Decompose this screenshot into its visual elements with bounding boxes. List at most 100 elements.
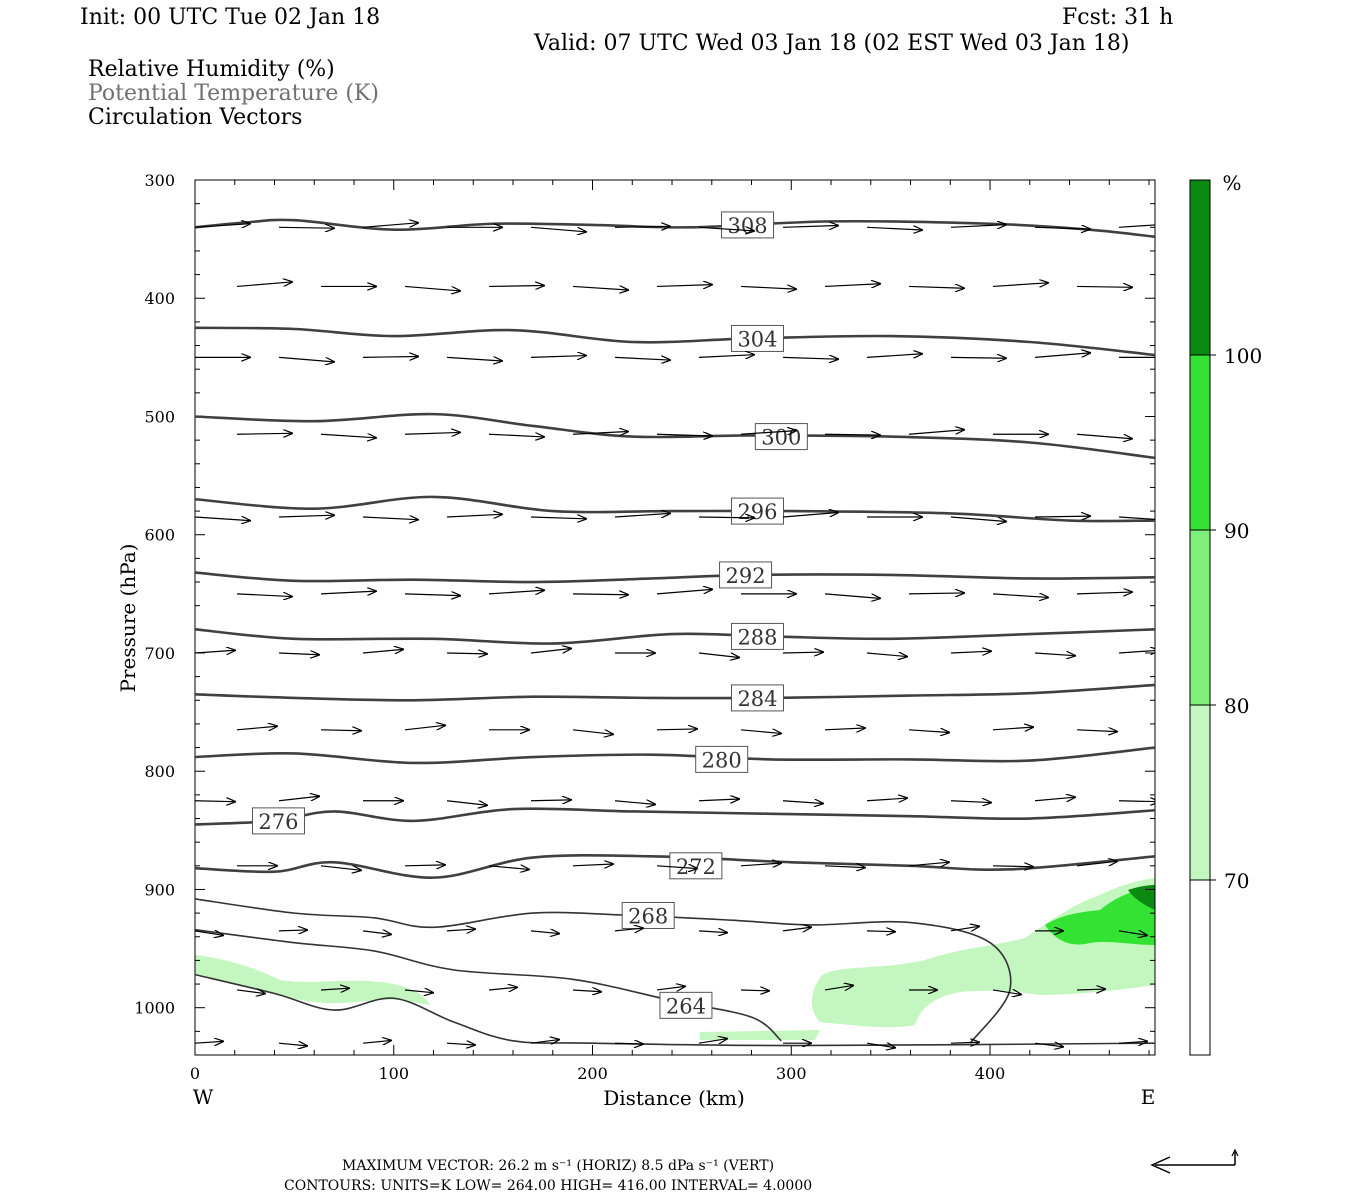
circulation-vector bbox=[320, 730, 361, 731]
circulation-vector bbox=[698, 931, 727, 933]
circulation-vector bbox=[1076, 730, 1117, 732]
circulation-vector bbox=[278, 1043, 307, 1046]
circulation-vector bbox=[614, 1043, 643, 1044]
circulation-vector bbox=[195, 650, 235, 653]
circulation-vector bbox=[866, 227, 922, 230]
theta-contour-line bbox=[195, 571, 1155, 584]
theta-contour-line bbox=[195, 495, 1155, 523]
colorbar-level-label: 70 bbox=[1224, 869, 1249, 893]
circulation-vector bbox=[950, 225, 1006, 228]
y-tick-label: 400 bbox=[144, 289, 175, 308]
x-tick-label: 100 bbox=[378, 1064, 409, 1083]
circulation-vector bbox=[656, 986, 685, 990]
circulation-vector bbox=[614, 357, 670, 360]
circulation-vector bbox=[446, 929, 475, 931]
title-relative-humidity: Relative Humidity (%) bbox=[88, 57, 335, 82]
circulation-vector bbox=[824, 728, 865, 730]
circulation-vector bbox=[1034, 1043, 1063, 1047]
circulation-vector bbox=[236, 726, 277, 730]
circulation-vector bbox=[446, 357, 502, 361]
circulation-vector bbox=[236, 433, 292, 434]
circulation-vector bbox=[656, 866, 697, 869]
circulation-vector bbox=[404, 594, 460, 596]
circulation-vector bbox=[1076, 592, 1132, 594]
circulation-vector bbox=[824, 593, 880, 599]
circulation-vector bbox=[782, 512, 838, 518]
theta-label-box bbox=[719, 561, 773, 589]
circulation-vector bbox=[195, 517, 250, 521]
circulation-vector bbox=[824, 434, 880, 435]
circulation-vector bbox=[278, 227, 334, 228]
circulation-vector bbox=[740, 990, 769, 991]
circulation-vector bbox=[572, 990, 601, 992]
vector-key-arrow bbox=[1150, 1148, 1239, 1174]
colorbar-unit: % bbox=[1222, 171, 1241, 195]
circulation-vector bbox=[1034, 227, 1090, 229]
y-axis-label: Pressure (hPa) bbox=[116, 544, 140, 693]
circulation-vector bbox=[908, 862, 949, 866]
circulation-vector bbox=[950, 1042, 979, 1043]
x-tick-label: 400 bbox=[975, 1064, 1006, 1083]
circulation-vector bbox=[1118, 516, 1155, 520]
circulation-vector bbox=[740, 863, 781, 866]
circulation-vector bbox=[572, 594, 628, 595]
theta-label-box bbox=[695, 745, 749, 773]
circulation-vector bbox=[530, 356, 586, 358]
circulation-vector bbox=[530, 800, 571, 801]
circulation-vector bbox=[824, 866, 865, 868]
theta-label-box bbox=[251, 807, 305, 835]
circulation-vector bbox=[1034, 797, 1075, 801]
theta-contour-label: 304 bbox=[737, 327, 777, 351]
theta-contour-line bbox=[195, 973, 1155, 1047]
circulation-vector bbox=[950, 801, 991, 803]
circulation-vector bbox=[656, 589, 712, 595]
circulation-vector bbox=[614, 928, 643, 931]
circulation-vector bbox=[1076, 861, 1117, 867]
circulation-vector bbox=[1076, 286, 1132, 287]
circulation-vector bbox=[572, 864, 613, 866]
theta-contour-label: 308 bbox=[727, 214, 767, 238]
theta-contour-label: 300 bbox=[761, 426, 801, 450]
circulation-vector bbox=[908, 730, 949, 733]
theta-label-box bbox=[754, 423, 808, 451]
colorbar-level-label: 100 bbox=[1224, 344, 1262, 368]
circulation-vector bbox=[236, 990, 265, 994]
circulation-vector bbox=[782, 801, 823, 804]
circulation-vector bbox=[992, 283, 1048, 287]
circulation-vector bbox=[278, 930, 307, 931]
rh-area-90-east bbox=[1128, 885, 1155, 910]
forecast-hour: Fcst: 31 h bbox=[1062, 5, 1174, 30]
circulation-vector bbox=[195, 224, 250, 228]
title-potential-temperature: Potential Temperature (K) bbox=[88, 81, 379, 106]
circulation-vector bbox=[740, 730, 781, 734]
circulation-vectors bbox=[195, 223, 1155, 1048]
circulation-vector bbox=[572, 729, 613, 735]
circulation-vector bbox=[782, 652, 823, 653]
colorbar-level-label: 80 bbox=[1224, 694, 1249, 718]
circulation-vector bbox=[614, 226, 670, 227]
circulation-vector bbox=[320, 434, 376, 438]
circulation-vector bbox=[572, 286, 628, 290]
circulation-vector bbox=[446, 1043, 475, 1045]
colorbar-level-label: 90 bbox=[1224, 519, 1249, 543]
colorbar-segment bbox=[1189, 704, 1211, 881]
circulation-vector bbox=[656, 434, 712, 436]
circulation-vector bbox=[404, 285, 460, 291]
circulation-vector bbox=[404, 865, 445, 866]
circulation-vector bbox=[488, 434, 544, 437]
x-tick-label: 300 bbox=[776, 1064, 807, 1083]
circulation-vector bbox=[908, 593, 964, 594]
circulation-vector bbox=[866, 798, 907, 801]
circulation-vector bbox=[1118, 1041, 1147, 1043]
theta-label-box bbox=[730, 622, 784, 650]
circulation-vector bbox=[698, 517, 754, 518]
circulation-vector bbox=[1034, 353, 1090, 358]
circulation-vector bbox=[950, 926, 979, 931]
theta-label-box bbox=[621, 901, 675, 929]
x-end-label-west: W bbox=[193, 1085, 214, 1109]
y-tick-label: 900 bbox=[144, 880, 175, 899]
circulation-vector bbox=[1076, 989, 1105, 990]
circulation-vector bbox=[866, 931, 895, 932]
circulation-vector bbox=[782, 357, 838, 359]
circulation-vector bbox=[404, 725, 445, 731]
